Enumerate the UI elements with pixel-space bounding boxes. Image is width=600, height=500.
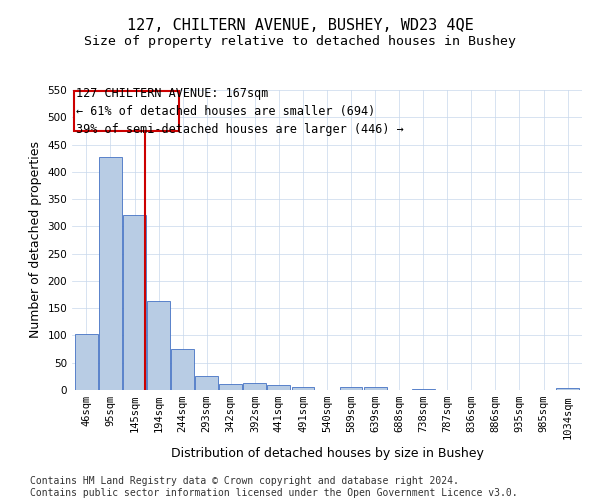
X-axis label: Distribution of detached houses by size in Bushey: Distribution of detached houses by size … [170,447,484,460]
Bar [220,384,242,390]
Bar [123,216,146,390]
Text: 127 CHILTERN AVENUE: 167sqm
← 61% of detached houses are smaller (694)
39% of se: 127 CHILTERN AVENUE: 167sqm ← 61% of det… [76,87,404,136]
Bar [292,386,314,390]
Bar [195,376,218,390]
Bar [171,349,194,390]
Text: 127, CHILTERN AVENUE, BUSHEY, WD23 4QE: 127, CHILTERN AVENUE, BUSHEY, WD23 4QE [127,18,473,32]
Bar [74,91,179,132]
Y-axis label: Number of detached properties: Number of detached properties [29,142,42,338]
Bar [75,334,98,390]
Bar [99,157,122,390]
Bar [244,384,266,390]
Bar [364,388,386,390]
Bar [268,384,290,390]
Text: Size of property relative to detached houses in Bushey: Size of property relative to detached ho… [84,35,516,48]
Bar [147,301,170,390]
Bar [556,388,579,390]
Text: Contains HM Land Registry data © Crown copyright and database right 2024.
Contai: Contains HM Land Registry data © Crown c… [30,476,518,498]
Bar [340,388,362,390]
